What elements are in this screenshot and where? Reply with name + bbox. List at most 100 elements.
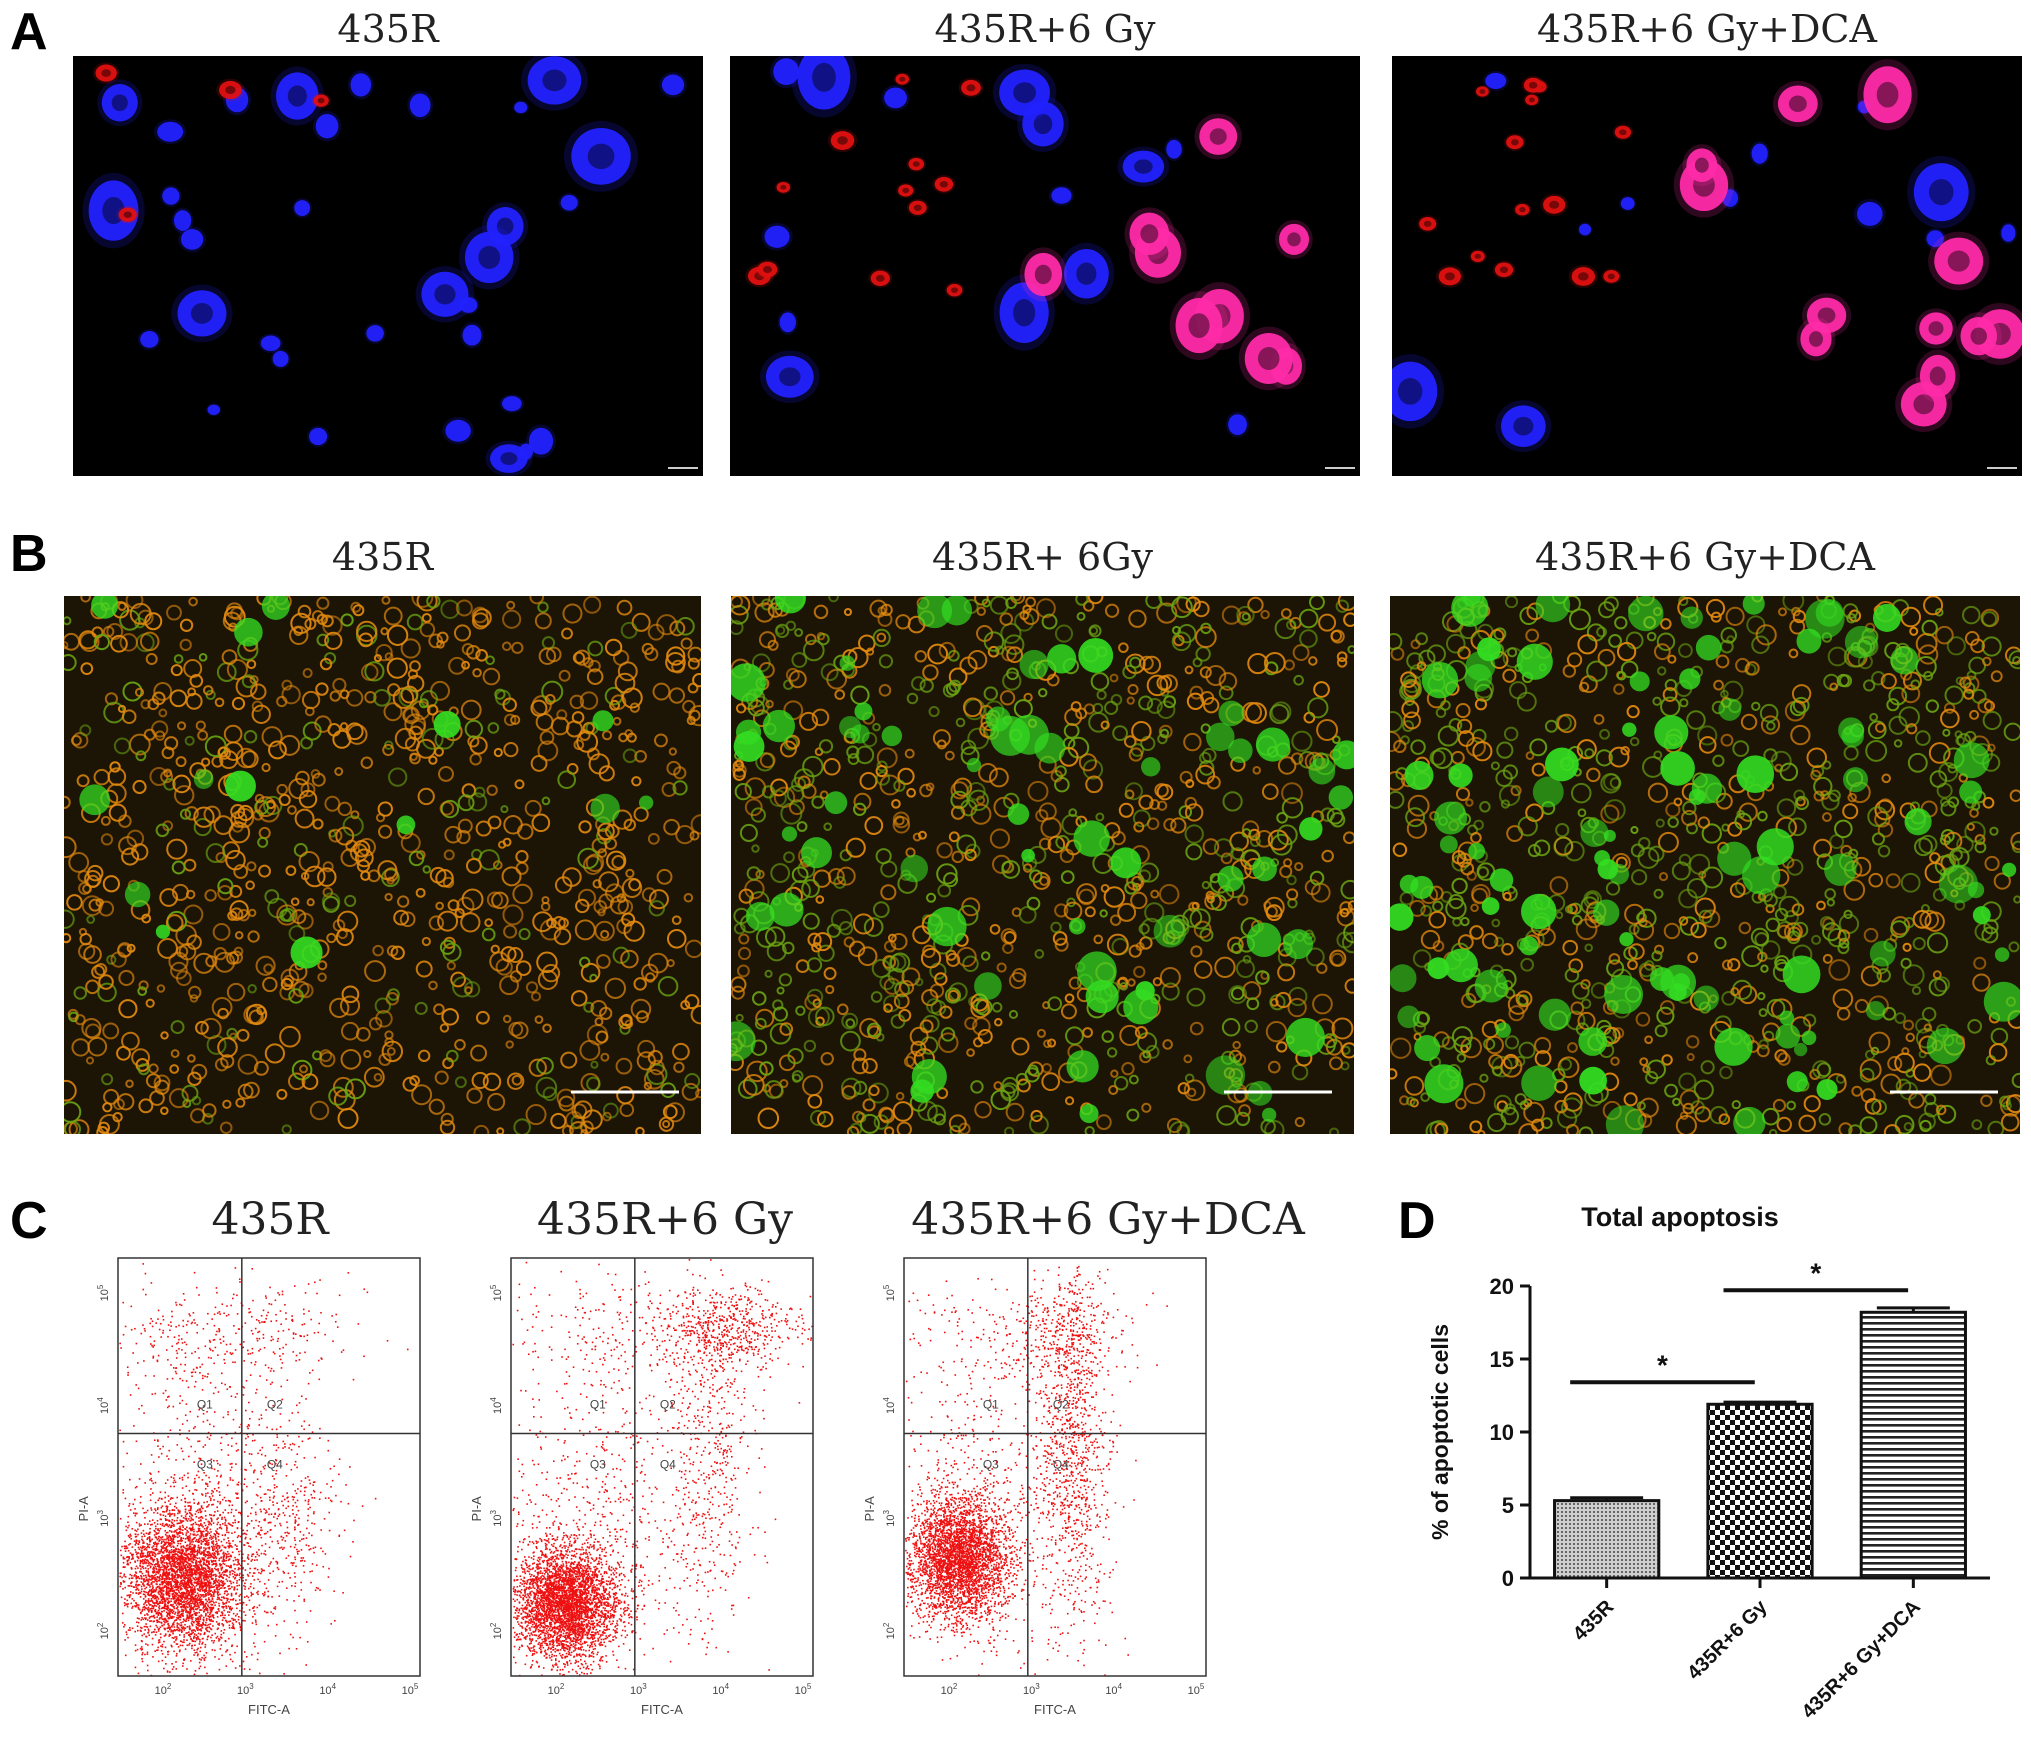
event-dot (181, 1552, 183, 1554)
event-dot (207, 1373, 209, 1375)
event-dot (202, 1530, 205, 1533)
panel-c-title-1: 435R (211, 1194, 329, 1245)
event-dot (320, 1547, 322, 1550)
event-dot (174, 1505, 176, 1508)
cell-nucleus (1568, 264, 1599, 289)
event-dot (184, 1564, 187, 1567)
event-dot (303, 1560, 306, 1562)
event-dot (183, 1370, 186, 1372)
apoptotic-cell (1742, 596, 1765, 615)
event-dot (208, 1579, 211, 1581)
event-dot (183, 1581, 185, 1584)
event-dot (263, 1552, 265, 1555)
event-dot (193, 1620, 195, 1623)
event-dot (133, 1599, 135, 1602)
event-dot (162, 1618, 165, 1620)
event-dot (221, 1581, 223, 1584)
event-dot (197, 1618, 200, 1620)
event-dot (143, 1578, 146, 1580)
event-dot (147, 1537, 149, 1539)
event-dot (235, 1509, 237, 1511)
event-dot (158, 1535, 160, 1538)
event-dot (231, 1572, 234, 1575)
event-dot (189, 1537, 191, 1539)
event-dot (180, 1536, 183, 1539)
event-dot (188, 1615, 191, 1617)
event-dot (209, 1528, 212, 1531)
event-dot (127, 1563, 130, 1566)
event-dot (194, 1670, 197, 1672)
event-dot (145, 1591, 148, 1594)
event-dot (333, 1590, 335, 1592)
event-dot (144, 1374, 147, 1377)
event-dot (244, 1478, 246, 1480)
event-dot (196, 1415, 199, 1418)
event-dot (164, 1533, 167, 1536)
event-dot (204, 1533, 207, 1536)
event-dot (168, 1576, 170, 1579)
event-dot (200, 1531, 203, 1533)
event-dot (186, 1583, 188, 1586)
event-dot (187, 1582, 189, 1584)
event-dot (263, 1593, 266, 1596)
event-dot (211, 1489, 213, 1492)
event-dot (168, 1509, 171, 1512)
event-dot (206, 1565, 209, 1568)
event-dot (194, 1322, 196, 1324)
event-dot (137, 1593, 140, 1595)
event-dot (130, 1581, 133, 1584)
event-dot (259, 1496, 262, 1499)
event-dot (217, 1591, 220, 1593)
event-dot (155, 1605, 158, 1607)
event-dot (167, 1604, 169, 1607)
event-dot (196, 1592, 199, 1595)
event-dot (153, 1522, 156, 1524)
event-dot (161, 1591, 163, 1594)
event-dot (192, 1557, 194, 1560)
event-dot (199, 1639, 201, 1641)
event-dot (161, 1586, 164, 1589)
event-dot (192, 1607, 194, 1609)
event-dot (294, 1519, 297, 1521)
event-dot (169, 1536, 172, 1538)
event-dot (223, 1605, 225, 1608)
event-dot (194, 1566, 197, 1569)
event-dot (251, 1653, 253, 1656)
event-dot (226, 1556, 228, 1558)
event-dot (206, 1576, 208, 1579)
event-dot (187, 1559, 190, 1562)
event-dot (183, 1561, 185, 1563)
event-dot (208, 1552, 211, 1554)
event-dot (294, 1585, 296, 1588)
event-dot (267, 1366, 270, 1369)
event-dot (173, 1616, 175, 1618)
event-dot (157, 1602, 160, 1605)
event-dot (219, 1442, 222, 1445)
event-dot (180, 1515, 183, 1517)
event-dot (182, 1579, 184, 1581)
event-dot (205, 1581, 208, 1584)
event-dot (171, 1562, 174, 1565)
event-dot (154, 1508, 156, 1510)
event-dot (123, 1580, 126, 1583)
event-dot (192, 1629, 194, 1631)
event-dot (314, 1546, 317, 1549)
event-dot (188, 1509, 190, 1512)
event-dot (130, 1585, 133, 1588)
event-dot (194, 1450, 197, 1453)
event-dot (170, 1476, 173, 1478)
event-dot (275, 1469, 278, 1472)
event-dot (149, 1555, 152, 1557)
event-dot (140, 1575, 143, 1578)
event-dot (183, 1639, 185, 1641)
event-dot (231, 1525, 234, 1527)
event-dot (137, 1608, 140, 1610)
event-dot (205, 1621, 207, 1624)
event-dot (200, 1581, 203, 1584)
event-dot (338, 1534, 341, 1537)
event-dot (189, 1581, 191, 1583)
event-dot (210, 1573, 213, 1575)
event-dot (198, 1440, 201, 1443)
event-dot (190, 1581, 193, 1583)
event-dot (187, 1535, 190, 1538)
